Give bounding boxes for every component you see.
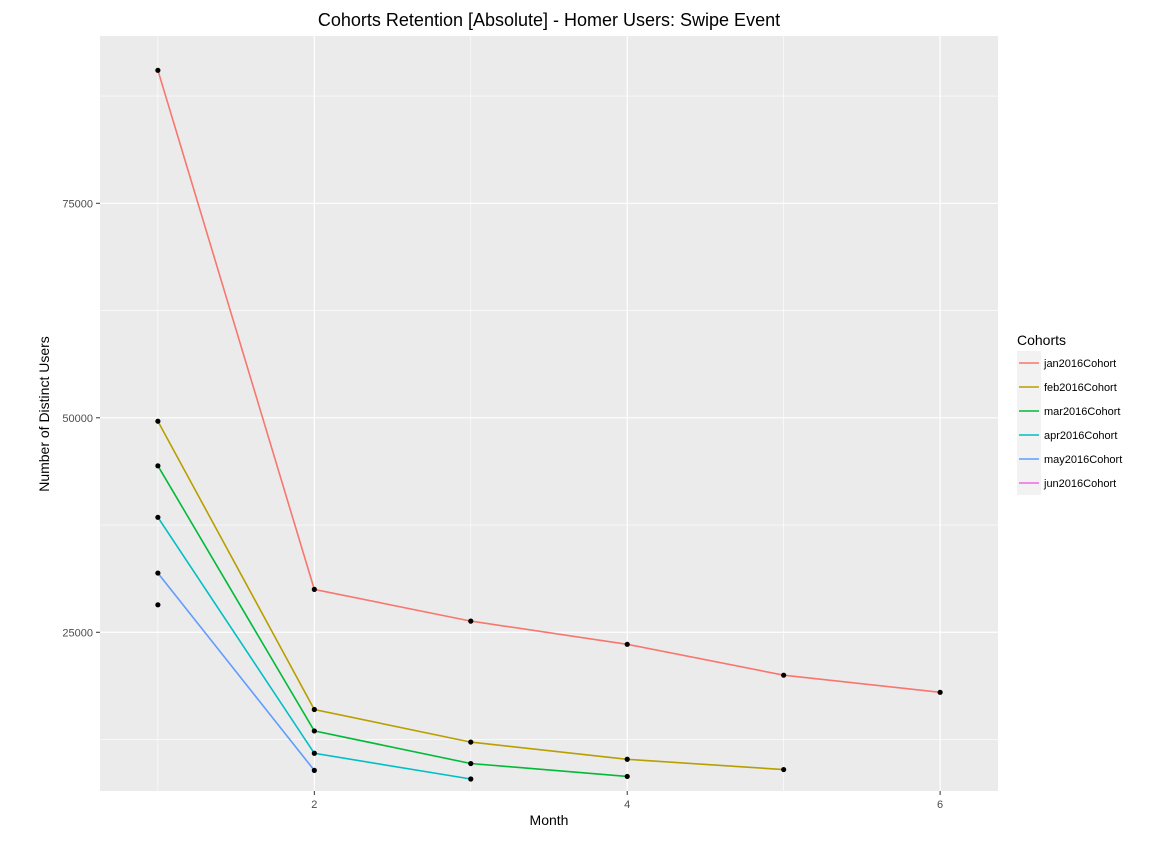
data-point-mar2016Cohort xyxy=(155,463,161,469)
y-axis-title: Number of Distinct Users xyxy=(36,336,52,492)
data-point-apr2016Cohort xyxy=(311,750,317,756)
legend-label: jan2016Cohort xyxy=(1043,358,1116,370)
data-point-jan2016Cohort xyxy=(937,689,943,695)
data-point-mar2016Cohort xyxy=(624,773,630,780)
data-point-may2016Cohort xyxy=(311,767,317,774)
data-point-feb2016Cohort xyxy=(468,739,474,745)
data-point-jan2016Cohort xyxy=(155,67,161,73)
series-line-jan2016Cohort xyxy=(157,70,941,694)
legend: Cohorts jan2016Cohort feb2016Cohort mar201… xyxy=(1017,332,1122,495)
legend-label: feb2016Cohort xyxy=(1044,382,1117,394)
x-axis-title: Month xyxy=(530,812,569,828)
data-point-jan2016Cohort xyxy=(468,618,474,624)
data-point-jan2016Cohort xyxy=(624,641,630,647)
data-point-apr2016Cohort xyxy=(468,776,474,782)
major-gridlines xyxy=(100,36,998,791)
data-point-jun2016Cohort xyxy=(155,602,161,608)
legend-label: jun2016Cohort xyxy=(1043,478,1116,490)
y-tick-label: 75000 xyxy=(62,198,93,210)
x-axis-ticks: 2 4 6 xyxy=(311,791,943,811)
data-point-apr2016Cohort xyxy=(155,514,161,520)
series-line-may2016Cohort xyxy=(157,572,315,771)
data-point-jan2016Cohort xyxy=(311,586,317,592)
x-tick-label: 6 xyxy=(937,799,943,811)
series-line-mar2016Cohort xyxy=(157,465,628,778)
data-point-mar2016Cohort xyxy=(311,728,317,734)
minor-gridlines xyxy=(100,36,998,791)
plot-panel xyxy=(100,36,998,791)
y-tick-label: 50000 xyxy=(62,413,93,425)
data-point-may2016Cohort xyxy=(155,570,161,576)
chart-title: Cohorts Retention [Absolute] - Homer Use… xyxy=(318,10,780,30)
x-tick-label: 2 xyxy=(311,799,317,811)
data-point-feb2016Cohort xyxy=(624,756,630,762)
legend-items: jan2016Cohort feb2016Cohort mar2016Cohort a… xyxy=(1017,351,1122,495)
x-tick-label: 4 xyxy=(624,799,630,811)
y-axis-ticks: 25000 50000 75000 xyxy=(62,198,100,639)
data-point-feb2016Cohort xyxy=(311,706,317,713)
legend-label: apr2016Cohort xyxy=(1044,430,1117,442)
data-point-jan2016Cohort xyxy=(781,672,787,678)
series-points xyxy=(155,67,943,782)
legend-label: may2016Cohort xyxy=(1044,454,1122,466)
data-point-feb2016Cohort xyxy=(781,766,787,773)
y-tick-label: 25000 xyxy=(62,627,93,639)
data-point-mar2016Cohort xyxy=(468,760,474,767)
legend-label: mar2016Cohort xyxy=(1044,406,1120,418)
data-point-feb2016Cohort xyxy=(155,418,161,424)
legend-title: Cohorts xyxy=(1017,332,1066,348)
